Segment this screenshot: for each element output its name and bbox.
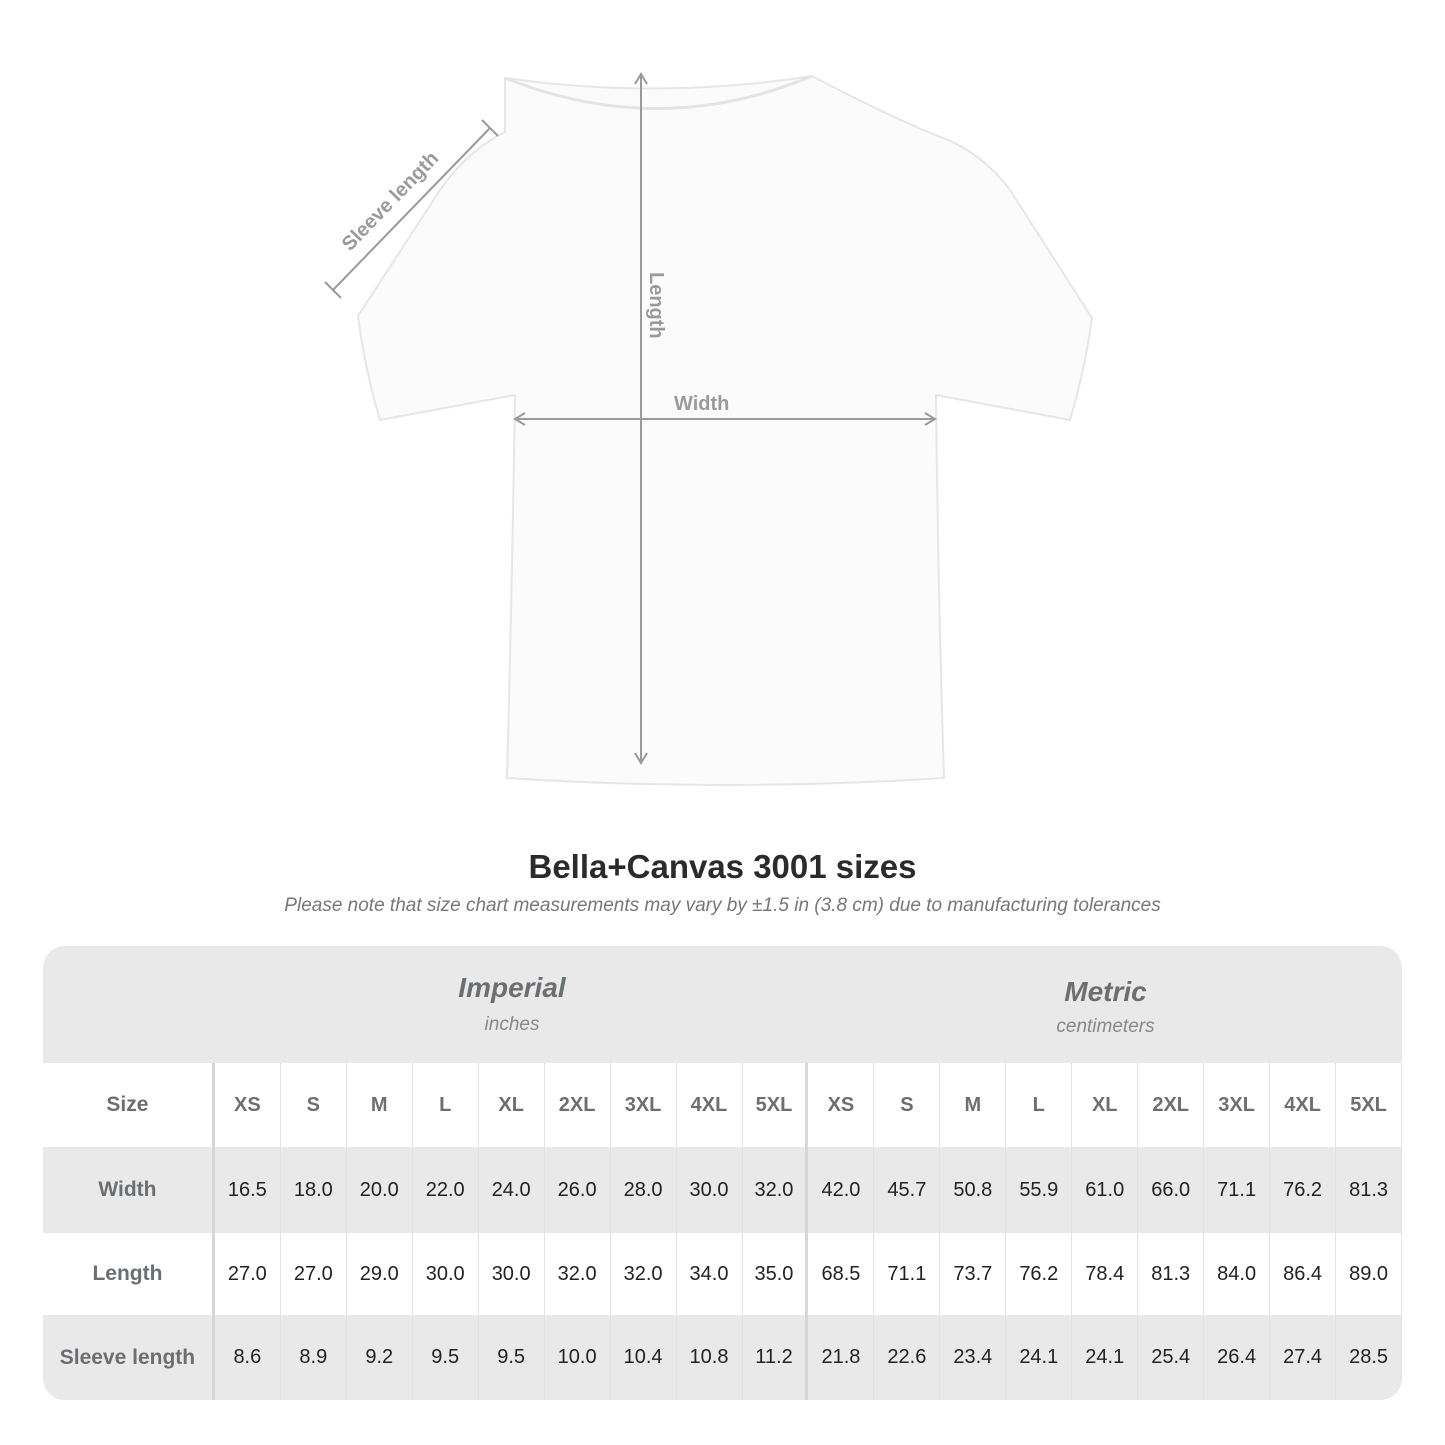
table-cell-metric: 21.8 — [808, 1315, 875, 1400]
table-cell-imperial: 34.0 — [677, 1233, 743, 1315]
table-cell-metric: 66.0 — [1138, 1147, 1205, 1233]
row-label: Length — [43, 1233, 215, 1315]
table-cell-metric: 55.9 — [1006, 1147, 1073, 1233]
table-cell-imperial: 11.2 — [743, 1315, 809, 1400]
table-cell-imperial: 30.0 — [677, 1147, 743, 1233]
size-header-imperial: 5XL — [743, 1063, 809, 1147]
table-cell-metric: 84.0 — [1204, 1233, 1271, 1315]
table-cell-imperial: 9.5 — [479, 1315, 545, 1400]
table-cell-metric: 86.4 — [1270, 1233, 1337, 1315]
size-header-metric: L — [1006, 1063, 1073, 1147]
size-header-metric: 5XL — [1336, 1063, 1402, 1147]
table-cell-imperial: 8.6 — [215, 1315, 281, 1400]
size-table: Imperial inches Metric centimeters Size X… — [43, 946, 1402, 1400]
size-header-imperial: 4XL — [677, 1063, 743, 1147]
tshirt-diagram: Sleeve length Length Width — [324, 72, 1094, 786]
table-cell-metric: 71.1 — [874, 1233, 941, 1315]
size-header-metric: XS — [808, 1063, 875, 1147]
table-cell-imperial: 24.0 — [479, 1147, 545, 1233]
table-cell-metric: 24.1 — [1006, 1315, 1073, 1400]
table-cell-metric: 68.5 — [808, 1233, 875, 1315]
table-cell-metric: 26.4 — [1204, 1315, 1271, 1400]
metric-title: Metric — [1064, 976, 1147, 1007]
table-row: Length 27.0 27.0 29.0 30.0 30.0 32.0 32.0 34.0 35… — [43, 1233, 1402, 1315]
width-label: Width — [674, 393, 729, 415]
table-cell-imperial: 16.5 — [215, 1147, 281, 1233]
size-header-imperial: XS — [215, 1063, 281, 1147]
table-cell-metric: 71.1 — [1204, 1147, 1271, 1233]
size-header-imperial: XL — [479, 1063, 545, 1147]
size-header-imperial: L — [413, 1063, 479, 1147]
table-cell-metric: 23.4 — [940, 1315, 1007, 1400]
table-cell-metric: 25.4 — [1138, 1315, 1205, 1400]
table-cell-imperial: 32.0 — [545, 1233, 611, 1315]
size-header-imperial: 2XL — [545, 1063, 611, 1147]
table-cell-imperial: 10.4 — [611, 1315, 677, 1400]
size-header-metric: 3XL — [1204, 1063, 1271, 1147]
table-row: Width 16.5 18.0 20.0 22.0 24.0 26.0 28.0 30.0 32.… — [43, 1147, 1402, 1233]
table-cell-imperial: 30.0 — [413, 1233, 479, 1315]
table-cell-metric: 81.3 — [1138, 1233, 1205, 1315]
table-cell-metric: 73.7 — [940, 1233, 1007, 1315]
row-label: Width — [43, 1147, 215, 1233]
size-header-imperial: S — [281, 1063, 347, 1147]
table-cell-metric: 50.8 — [940, 1147, 1007, 1233]
table-cell-metric: 27.4 — [1270, 1315, 1337, 1400]
table-cell-metric: 61.0 — [1072, 1147, 1139, 1233]
table-cell-imperial: 10.0 — [545, 1315, 611, 1400]
table-cell-metric: 81.3 — [1336, 1147, 1402, 1233]
collar — [504, 74, 813, 110]
imperial-title: Imperial — [458, 972, 566, 1003]
table-cell-metric: 76.2 — [1270, 1147, 1337, 1233]
tolerance-note: Please note that size chart measurements… — [284, 895, 1161, 916]
table-cell-imperial: 26.0 — [545, 1147, 611, 1233]
metric-unit: centimeters — [1056, 1016, 1155, 1037]
size-header-metric: 2XL — [1138, 1063, 1205, 1147]
table-cell-imperial: 27.0 — [281, 1233, 347, 1315]
table-cell-metric: 24.1 — [1072, 1315, 1139, 1400]
table-row: Sleeve length 8.6 8.9 9.2 9.5 9.5 10.0 10.4 10.8… — [43, 1315, 1402, 1400]
table-cell-imperial: 35.0 — [743, 1233, 809, 1315]
table-cell-metric: 45.7 — [874, 1147, 941, 1233]
table-cell-metric: 22.6 — [874, 1315, 941, 1400]
table-cell-imperial: 28.0 — [611, 1147, 677, 1233]
table-cell-imperial: 22.0 — [413, 1147, 479, 1233]
table-cell-imperial: 29.0 — [347, 1233, 413, 1315]
length-label: Length — [645, 272, 667, 339]
table-cell-imperial: 30.0 — [479, 1233, 545, 1315]
size-header-imperial: 3XL — [611, 1063, 677, 1147]
sleeve-length-arrow — [332, 127, 491, 291]
table-cell-imperial: 32.0 — [743, 1147, 809, 1233]
size-header-imperial: M — [347, 1063, 413, 1147]
size-header-metric: S — [874, 1063, 941, 1147]
size-header-label: Size — [43, 1063, 215, 1147]
size-header-metric: XL — [1072, 1063, 1139, 1147]
size-header-row: Size XS S M L XL 2XL 3XL 4XL 5XL XS S M L XL 2XL 3XL 4XL 5… — [43, 1063, 1402, 1147]
table-cell-metric: 89.0 — [1336, 1233, 1402, 1315]
table-cell-metric: 42.0 — [808, 1147, 875, 1233]
table-cell-imperial: 20.0 — [347, 1147, 413, 1233]
chart-title: Bella+Canvas 3001 sizes — [528, 848, 917, 885]
table-cell-imperial: 9.5 — [413, 1315, 479, 1400]
row-label: Sleeve length — [43, 1315, 215, 1400]
size-header-metric: 4XL — [1270, 1063, 1337, 1147]
imperial-header: Imperial inches — [215, 946, 809, 1063]
table-cell-imperial: 27.0 — [215, 1233, 281, 1315]
table-cell-metric: 78.4 — [1072, 1233, 1139, 1315]
table-cell-imperial: 8.9 — [281, 1315, 347, 1400]
imperial-unit: inches — [484, 1014, 540, 1035]
table-cell-imperial: 9.2 — [347, 1315, 413, 1400]
table-cell-imperial: 10.8 — [677, 1315, 743, 1400]
metric-header: Metric centimeters — [809, 946, 1402, 1063]
table-cell-imperial: 18.0 — [281, 1147, 347, 1233]
table-cell-imperial: 32.0 — [611, 1233, 677, 1315]
size-header-metric: M — [940, 1063, 1007, 1147]
table-cell-metric: 28.5 — [1336, 1315, 1402, 1400]
tshirt-shape — [356, 74, 1094, 786]
table-cell-metric: 76.2 — [1006, 1233, 1073, 1315]
